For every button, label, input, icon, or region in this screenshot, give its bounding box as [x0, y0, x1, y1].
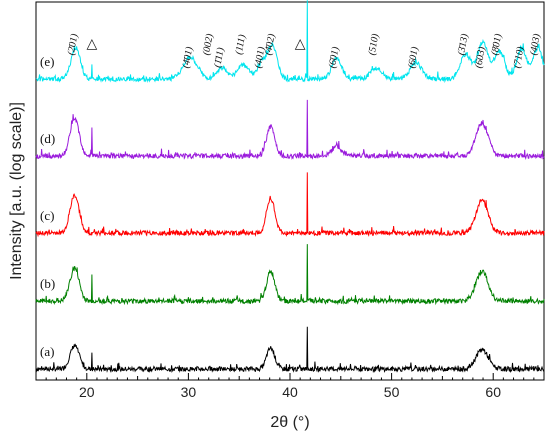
peak-label: (111) — [234, 33, 248, 55]
peak-label: (4̄01) — [181, 45, 196, 69]
series-line-1 — [35, 244, 545, 306]
peak-label: (603) — [473, 45, 488, 69]
peak-label: (601) — [406, 45, 421, 69]
series-label-2: (c) — [40, 208, 54, 223]
peak-label: (510) — [367, 32, 382, 56]
impurity-marker: △ — [295, 35, 306, 51]
peak-label: (8̄01) — [490, 32, 505, 56]
series-label-4: (e) — [40, 54, 54, 69]
peak-label: (2̄01) — [66, 32, 81, 56]
peak-label: (403) — [528, 32, 543, 56]
series-label-1: (b) — [40, 276, 55, 291]
x-axis: 20 30 40 50 60 — [35, 373, 545, 400]
series-line-0 — [35, 326, 545, 374]
series-line-2 — [35, 172, 545, 238]
x-axis-title: 2θ (°) — [270, 414, 309, 431]
plot-frame — [35, 1, 545, 381]
series-line-4 — [35, 0, 545, 84]
y-axis-title: Intensity [a.u. (log scale)] — [8, 102, 25, 280]
x-tick-label: 20 — [79, 384, 95, 400]
x-tick-label: 60 — [485, 384, 501, 400]
x-tick-label: 50 — [384, 384, 400, 400]
series-layer: (a) (b) (c) (d) (e) — [35, 0, 545, 374]
peak-label: (710) — [512, 45, 527, 69]
peak-label: (3̄13) — [456, 32, 471, 56]
annotation-layer: (2̄01) (4̄01) (002)(1̄11) (111) (401)(4̄02) (… — [66, 32, 543, 69]
series-label-0: (a) — [40, 344, 54, 359]
peak-label: (6̄01) — [327, 45, 342, 69]
peak-label: (1̄11) — [212, 46, 226, 68]
series-label-3: (d) — [40, 131, 55, 146]
peak-label: (401) — [253, 45, 268, 69]
x-tick-label: 40 — [282, 384, 298, 400]
peak-label: (002) — [201, 32, 216, 56]
peak-label: (4̄02) — [263, 32, 278, 56]
series-line-3 — [35, 99, 545, 161]
impurity-marker: △ — [86, 35, 97, 51]
x-tick-label: 30 — [181, 384, 197, 400]
